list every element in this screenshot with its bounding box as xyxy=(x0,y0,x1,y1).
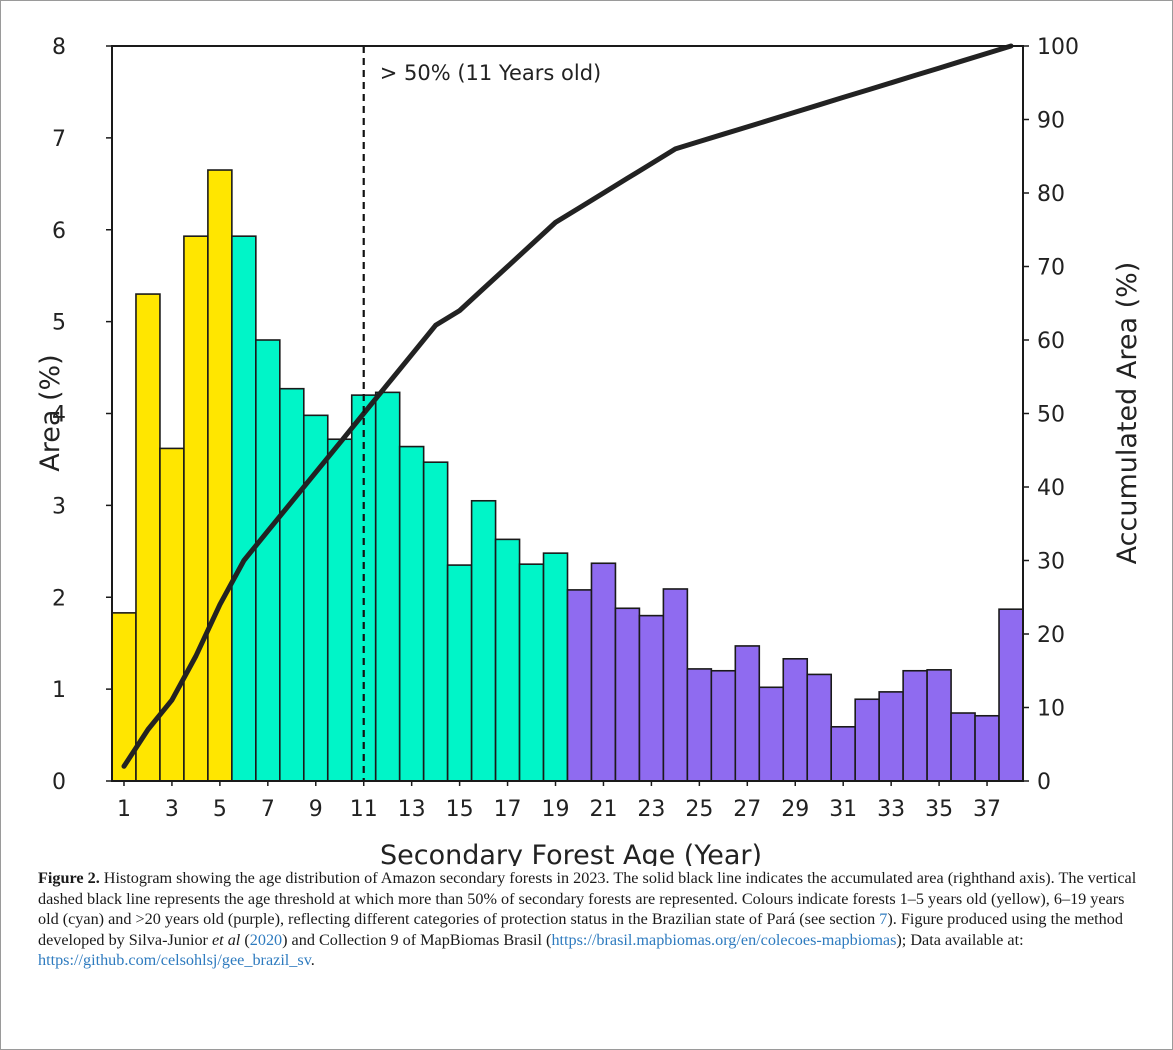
x-tick-label: 19 xyxy=(542,797,570,822)
bar-age-36 xyxy=(950,712,976,782)
bar-age-5 xyxy=(207,169,233,782)
x-tick-label: 29 xyxy=(781,797,809,822)
x-tick-label: 1 xyxy=(117,797,131,822)
bar-age-6 xyxy=(231,235,257,782)
y2-tick-label: 50 xyxy=(1037,403,1065,428)
bar-age-35 xyxy=(926,669,952,782)
y-tick-label: 5 xyxy=(52,311,66,336)
bar-age-8 xyxy=(279,387,305,782)
bar-age-13 xyxy=(398,445,425,782)
y2-tick-label: 70 xyxy=(1037,256,1065,281)
mapbiomas-link[interactable]: https://brasil.mapbiomas.org/en/colecoes… xyxy=(551,930,897,949)
y-tick-label: 4 xyxy=(52,403,66,428)
x-tick-label: 31 xyxy=(829,797,857,822)
caption-text-3: ( xyxy=(240,930,250,949)
y-tick-label: 8 xyxy=(52,35,66,60)
x-tick-label: 35 xyxy=(925,797,953,822)
y2-tick-label: 80 xyxy=(1037,182,1065,207)
bar-age-3 xyxy=(159,447,185,782)
bar-age-29 xyxy=(782,658,809,782)
bars-group xyxy=(111,169,1024,782)
bar-age-18 xyxy=(518,563,545,782)
caption-text-2: ). Figure produced using the method deve… xyxy=(38,910,1123,949)
bar-age-34 xyxy=(902,669,928,782)
y-tick-label: 3 xyxy=(52,494,66,519)
x-tick-label: 25 xyxy=(685,797,713,822)
bar-age-25 xyxy=(686,668,713,782)
bar-age-37 xyxy=(974,714,1000,782)
y2-axis-title: Accumulated Area (%) xyxy=(1112,262,1143,565)
x-tick-label: 37 xyxy=(973,797,1001,822)
x-tick-label: 15 xyxy=(446,797,474,822)
y-tick-label: 1 xyxy=(52,678,66,703)
y2-tick-label: 0 xyxy=(1037,770,1051,795)
bar-age-30 xyxy=(806,673,833,782)
bar-age-33 xyxy=(878,691,904,782)
github-data-link[interactable]: https://github.com/celsohlsj/gee_brazil_… xyxy=(38,951,311,970)
y2-tick-label: 30 xyxy=(1037,550,1065,575)
x-tick-label: 7 xyxy=(261,797,275,822)
bar-age-20 xyxy=(566,589,593,782)
y-tick-label: 2 xyxy=(52,586,66,611)
y2-tick-label: 40 xyxy=(1037,476,1065,501)
x-tick-label: 23 xyxy=(637,797,665,822)
bar-age-4 xyxy=(183,235,209,782)
x-axis-title: Secondary Forest Age (Year) xyxy=(380,840,762,866)
y-tick-label: 0 xyxy=(52,770,66,795)
accumulated-line-group: > 50% (11 Years old) xyxy=(121,43,1014,781)
bar-age-17 xyxy=(494,538,521,782)
bar-age-14 xyxy=(422,461,449,782)
reference-year-link[interactable]: 2020 xyxy=(249,930,283,949)
bar-age-31 xyxy=(830,725,856,782)
y2-tick-label: 10 xyxy=(1037,697,1065,722)
bar-age-21 xyxy=(590,562,617,782)
y-tick-label: 7 xyxy=(52,127,66,152)
bar-age-23 xyxy=(638,614,665,782)
x-tick-label: 5 xyxy=(213,797,227,822)
bar-age-24 xyxy=(662,588,689,782)
bar-age-27 xyxy=(734,645,761,782)
y2-tick-label: 100 xyxy=(1037,35,1079,60)
section-link[interactable]: 7 xyxy=(879,910,888,929)
bar-age-2 xyxy=(135,293,161,782)
bar-age-32 xyxy=(854,698,880,782)
y2-tick-label: 20 xyxy=(1037,623,1065,648)
bar-age-16 xyxy=(470,499,497,782)
figure-caption: Figure 2. Histogram showing the age dist… xyxy=(38,868,1148,971)
accumulated-area-line xyxy=(121,43,1014,769)
x-tick-label: 17 xyxy=(494,797,522,822)
caption-text-1: Histogram showing the age distribution o… xyxy=(38,869,1137,929)
bar-age-19 xyxy=(542,552,569,782)
bar-age-26 xyxy=(710,669,737,782)
x-tick-label: 27 xyxy=(733,797,761,822)
x-tick-label: 3 xyxy=(165,797,179,822)
x-tick-label: 9 xyxy=(309,797,323,822)
bar-age-10 xyxy=(326,438,353,782)
caption-etal: et al xyxy=(211,930,241,949)
bar-age-28 xyxy=(758,686,785,782)
bar-age-15 xyxy=(446,564,473,782)
caption-label: Figure 2. xyxy=(38,869,100,887)
y2-tick-label: 60 xyxy=(1037,329,1065,354)
bar-age-22 xyxy=(614,607,641,782)
histogram-chart: > 50% (11 Years old) 0123456780102030405… xyxy=(35,35,1143,866)
bar-age-38 xyxy=(998,608,1024,782)
y-tick-label: 6 xyxy=(52,219,66,244)
caption-text-4: ) and Collection 9 of MapBiomas Brasil ( xyxy=(282,930,552,949)
x-tick-label: 21 xyxy=(589,797,617,822)
x-tick-label: 33 xyxy=(877,797,905,822)
x-tick-label: 11 xyxy=(350,797,378,822)
y2-tick-label: 90 xyxy=(1037,109,1065,134)
bar-age-7 xyxy=(255,339,281,782)
threshold-label: > 50% (11 Years old) xyxy=(380,61,602,85)
caption-text-6: . xyxy=(310,951,315,970)
y-axis-title: Area (%) xyxy=(35,354,66,471)
caption-text-5: ); Data available at: xyxy=(896,930,1024,949)
x-tick-label: 13 xyxy=(398,797,426,822)
bar-age-12 xyxy=(374,391,401,782)
